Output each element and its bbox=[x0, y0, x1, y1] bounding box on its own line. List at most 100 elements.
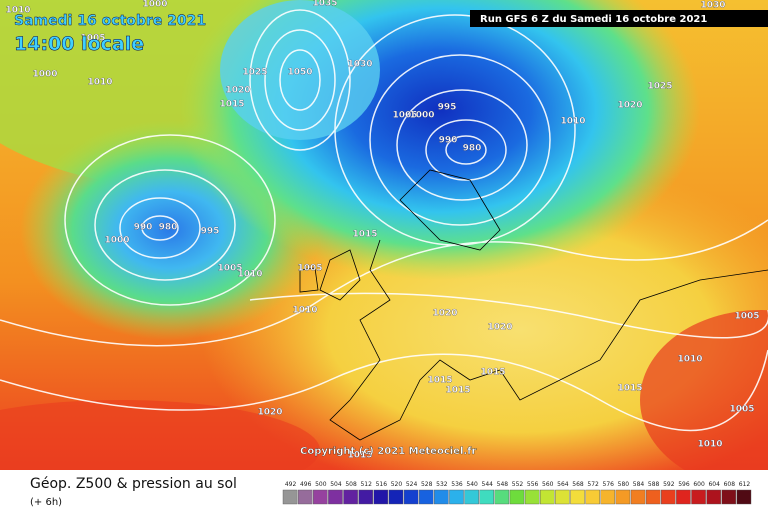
scale-cell bbox=[418, 489, 434, 505]
isobar-label: 1005 bbox=[297, 264, 322, 274]
scale-label: 508 bbox=[345, 481, 357, 488]
scale-label: 532 bbox=[436, 481, 448, 488]
scale-cell bbox=[600, 489, 616, 505]
run-box bbox=[470, 10, 768, 27]
scale-label: 548 bbox=[497, 481, 509, 488]
scale-cell bbox=[282, 489, 298, 505]
scale-cell bbox=[509, 489, 525, 505]
isobar-label: 1050 bbox=[287, 68, 312, 78]
isobar-label: 1020 bbox=[432, 309, 457, 319]
isobar-label: 1010 bbox=[697, 440, 722, 450]
scale-label: 552 bbox=[512, 481, 524, 488]
isobar-label: 995 bbox=[201, 227, 220, 237]
scale-cell bbox=[555, 489, 570, 505]
scale-label: 524 bbox=[406, 481, 418, 488]
scale-cell bbox=[297, 489, 313, 505]
isobar-label: 1020 bbox=[225, 86, 250, 96]
scale-cell bbox=[721, 489, 737, 505]
scale-label: 504 bbox=[330, 481, 342, 488]
scale-label: 608 bbox=[724, 481, 736, 488]
isobar-label: 1005 bbox=[734, 312, 759, 322]
scale-label: 556 bbox=[527, 481, 539, 488]
isobar-label: 1030 bbox=[347, 60, 372, 70]
scale-cell bbox=[661, 489, 676, 505]
isobar-label: 1005 bbox=[729, 405, 754, 415]
scale-label: 588 bbox=[648, 481, 660, 488]
scale-label: 560 bbox=[542, 481, 554, 488]
scale-cell bbox=[479, 489, 495, 505]
legend-subtitle: (+ 6h) bbox=[30, 497, 62, 508]
scale-cell bbox=[524, 489, 540, 505]
isobar-label: 1000 bbox=[32, 70, 57, 80]
isobar-label: 1020 bbox=[487, 323, 512, 333]
run-label: Run GFS 6 Z du Samedi 16 octobre 2021 bbox=[480, 14, 707, 25]
legend-title: Géop. Z500 & pression au sol bbox=[30, 476, 237, 492]
isobar-label: 1005 bbox=[392, 111, 417, 121]
scale-label: 536 bbox=[451, 481, 463, 488]
scale-label: 568 bbox=[572, 481, 584, 488]
scale-label: 492 bbox=[285, 481, 297, 488]
scale-label: 564 bbox=[557, 481, 569, 488]
scale-cell bbox=[539, 489, 555, 505]
isobar-label: 1010 bbox=[292, 306, 317, 316]
isobar-label: 1015 bbox=[347, 451, 372, 461]
isobar-label: 1000 bbox=[409, 111, 434, 121]
scale-label: 512 bbox=[360, 481, 372, 488]
map-background bbox=[0, 0, 768, 500]
isobar-label: 1015 bbox=[352, 230, 377, 240]
scale-label: 540 bbox=[466, 481, 478, 488]
scale-cell bbox=[736, 489, 752, 505]
scale-label: 520 bbox=[391, 481, 403, 488]
scale-label: 612 bbox=[739, 481, 751, 488]
scale-cell bbox=[403, 489, 419, 505]
scale-cell bbox=[494, 489, 510, 505]
isobar-label: 1010 bbox=[237, 270, 262, 280]
scale-cell bbox=[358, 489, 373, 505]
isobar-label: 990 bbox=[439, 136, 458, 146]
color-scale: 492 496 500 504 508 512 516 520 524 528 532 536 540 5… bbox=[282, 481, 752, 505]
scale-label: 580 bbox=[618, 481, 630, 488]
isobar-label: 1015 bbox=[445, 386, 470, 396]
date: Samedi 16 octobre 2021 bbox=[14, 13, 206, 29]
scale-label: 604 bbox=[708, 481, 720, 488]
scale-cell bbox=[615, 489, 631, 505]
isobar-label: 1010 bbox=[677, 355, 702, 365]
isobar-label: 1005 bbox=[80, 34, 105, 44]
scale-cell bbox=[630, 489, 646, 505]
scale-cell bbox=[585, 489, 600, 505]
scale-cell bbox=[464, 489, 479, 505]
scale-label: 544 bbox=[482, 481, 494, 488]
isobar-label: 1015 bbox=[219, 100, 244, 110]
isobar-label: 1025 bbox=[242, 68, 267, 78]
isobar-label: 1000 bbox=[142, 0, 167, 10]
scale-cell bbox=[313, 489, 328, 505]
scale-label: 516 bbox=[376, 481, 388, 488]
scale-label: 600 bbox=[693, 481, 705, 488]
scale-label: 496 bbox=[300, 481, 312, 488]
isobar-label: 1015 bbox=[480, 368, 505, 378]
scale-label: 500 bbox=[315, 481, 327, 488]
isobar-label: 1030 bbox=[700, 1, 725, 11]
isobar-label: 980 bbox=[159, 223, 178, 233]
isobar-label: 1015 bbox=[617, 384, 642, 394]
isobar-label: 1035 bbox=[312, 0, 337, 9]
isobar-label: 995 bbox=[438, 103, 457, 113]
isobar-label: 1015 bbox=[427, 376, 452, 386]
isobar-label: 1000 bbox=[104, 236, 129, 246]
scale-cell bbox=[676, 489, 691, 505]
scale-cell bbox=[706, 489, 721, 505]
local-time: 14:00 locale bbox=[14, 33, 144, 55]
scale-label: 584 bbox=[633, 481, 645, 488]
isobar-label: 1025 bbox=[647, 82, 672, 92]
isobar-label: 1020 bbox=[617, 101, 642, 111]
isobar-label: 1020 bbox=[257, 408, 282, 418]
scale-label: 528 bbox=[421, 481, 433, 488]
scale-label: 576 bbox=[603, 481, 615, 488]
isobar-label: 1010 bbox=[560, 117, 585, 127]
scale-cell bbox=[434, 489, 449, 505]
scale-cell bbox=[343, 489, 358, 505]
scale-label: 596 bbox=[678, 481, 690, 488]
scale-cell bbox=[570, 489, 585, 505]
scale-cell bbox=[645, 489, 661, 505]
